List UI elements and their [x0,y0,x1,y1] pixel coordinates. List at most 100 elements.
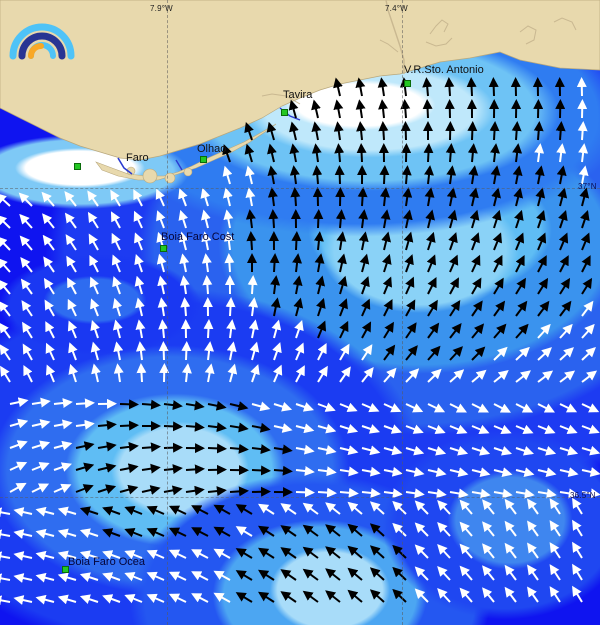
wave-direction-arrow [113,363,124,383]
wave-direction-arrow [467,121,478,141]
wave-direction-arrow [379,165,390,185]
wave-direction-arrow [403,231,414,251]
wave-direction-arrow [31,462,50,472]
wave-direction-arrow [482,499,495,515]
wave-direction-arrow [359,253,370,273]
wave-direction-arrow [581,445,600,456]
wave-direction-arrow [245,209,256,229]
wave-direction-arrow [361,445,381,456]
wave-direction-arrow [449,445,469,456]
latitude-label: 37°N [578,182,597,191]
wave-direction-arrow [558,232,569,251]
wave-direction-arrow [168,527,187,537]
wave-direction-arrow [515,446,534,456]
wave-direction-arrow [549,564,561,581]
wave-direction-arrow [213,548,231,559]
wave-direction-arrow [488,77,499,97]
place-marker-vr-sto-antonio[interactable] [404,80,411,87]
wave-direction-arrow [537,370,554,383]
wave-direction-arrow [235,504,253,515]
wave-direction-arrow [207,422,227,433]
wave-direction-arrow [134,232,144,251]
wave-direction-arrow [203,319,214,339]
place-label-tavira: Tavira [283,89,313,101]
wave-direction-arrow [289,121,299,141]
wave-direction-arrow [437,588,451,603]
wave-direction-arrow [168,571,187,581]
wave-direction-arrow [449,403,467,413]
wave-direction-arrow [339,320,349,339]
wave-direction-arrow [294,320,304,339]
wave-direction-arrow [146,527,165,537]
wave-direction-arrow [112,319,123,339]
wave-direction-arrow [358,231,369,251]
wave-direction-arrow [515,300,528,317]
wave-direction-arrow [339,366,351,383]
wave-direction-arrow [337,253,347,273]
wave-direction-arrow [88,233,99,251]
wave-direction-arrow [535,187,546,207]
wave-direction-arrow [339,343,350,361]
wave-direction-arrow [180,297,191,317]
wave-direction-arrow [295,423,315,434]
wave-direction-arrow [449,277,459,295]
wave-direction-arrow [266,121,277,141]
grid-line-vertical [167,0,168,625]
wave-direction-arrow [437,544,451,559]
wave-direction-arrow [35,550,55,561]
place-marker-tavira[interactable] [281,109,288,116]
wave-direction-arrow [335,209,346,229]
wave-direction-arrow [515,467,535,478]
wave-direction-arrow [356,121,367,141]
grid-line-vertical [402,0,403,625]
wave-direction-arrow [361,402,380,413]
wave-direction-arrow [527,586,539,603]
wave-direction-arrow [422,99,433,119]
wave-direction-arrow [229,422,249,433]
wave-direction-arrow [356,143,367,163]
wave-direction-arrow [558,210,568,229]
wave-direction-arrow [146,549,165,559]
wave-direction-arrow [0,529,11,540]
buoy-marker-faro-cost[interactable] [160,245,167,252]
wave-direction-arrow [578,165,589,185]
wave-direction-arrow [79,594,99,604]
wave-direction-arrow [272,342,282,361]
wave-direction-arrow [448,232,458,251]
wave-direction-arrow [0,322,11,339]
wave-direction-arrow [213,526,231,537]
wave-direction-arrow [68,342,78,361]
wave-direction-arrow [35,572,55,583]
wave-direction-arrow [445,143,456,163]
wave-direction-arrow [273,401,293,412]
rainbow-arc-outer [9,23,75,60]
wave-direction-arrow [158,319,169,339]
wave-direction-arrow [527,542,539,559]
wave-direction-arrow [537,445,557,456]
wave-direction-arrow [493,370,509,383]
wave-direction-arrow [22,321,33,339]
wave-direction-arrow [268,209,279,229]
wave-direction-arrow [383,403,402,413]
wave-direction-arrow [414,544,429,559]
wave-direction-arrow [559,347,574,361]
wave-direction-arrow [515,277,526,295]
rainbow-logo[interactable] [8,14,76,60]
wave-direction-arrow [504,498,517,515]
wave-direction-arrow [9,418,29,429]
wave-direction-arrow [295,402,314,412]
wave-direction-arrow [515,488,535,499]
wave-direction-arrow [0,507,11,518]
wave-direction-arrow [9,461,28,471]
place-marker-olhao[interactable] [200,156,207,163]
wave-direction-arrow [247,275,258,295]
place-marker-faro[interactable] [74,163,81,170]
wave-direction-arrow [471,277,482,295]
wave-direction-arrow [290,187,301,207]
wave-direction-arrow [559,370,576,383]
wave-direction-arrow [227,363,238,383]
wave-direction-arrow [245,165,255,185]
buoy-marker-faro-ocea[interactable] [62,566,69,573]
wave-direction-arrow [18,192,33,207]
